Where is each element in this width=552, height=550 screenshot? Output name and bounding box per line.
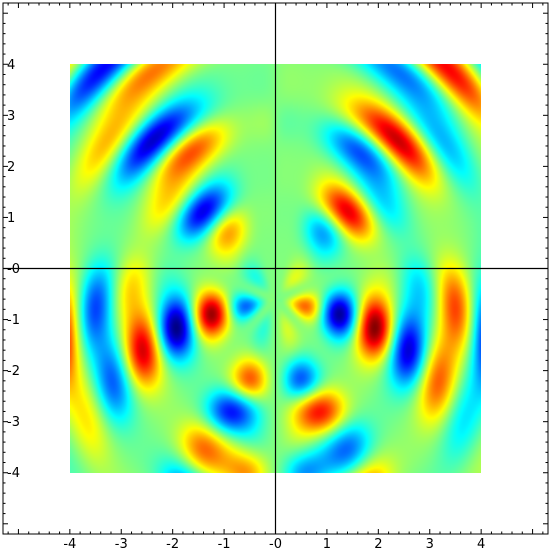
x-tick-label: -3 [115, 537, 128, 550]
x-tick-label: -2 [166, 537, 179, 550]
x-tick-label: 3 [426, 537, 434, 550]
y-tick-label: 2 [7, 160, 15, 175]
y-tick-label: -0 [7, 262, 20, 277]
y-tick-label: -1 [7, 313, 20, 328]
y-tick-label: 1 [7, 211, 15, 226]
y-tick-label: -2 [7, 364, 20, 379]
x-tick-label: -0 [269, 537, 282, 550]
y-tick-label: -4 [7, 466, 20, 481]
y-tick-label: -3 [7, 415, 20, 430]
y-tick-label: 4 [7, 58, 15, 73]
y-tick-labels: 4 3 2 1 -0 -1 -2 -3 -4 [7, 58, 20, 481]
y-tick-label: 3 [7, 109, 15, 124]
x-tick-label: 1 [323, 537, 331, 550]
origin-axes [3, 3, 548, 534]
x-tick-label: -4 [63, 537, 76, 550]
x-tick-label: 2 [374, 537, 382, 550]
x-tick-label: -1 [218, 537, 231, 550]
axis-ticks [3, 2, 548, 535]
x-tick-label: 4 [477, 537, 485, 550]
x-tick-labels: -4 -3 -2 -1 -0 1 2 3 4 [63, 537, 485, 550]
